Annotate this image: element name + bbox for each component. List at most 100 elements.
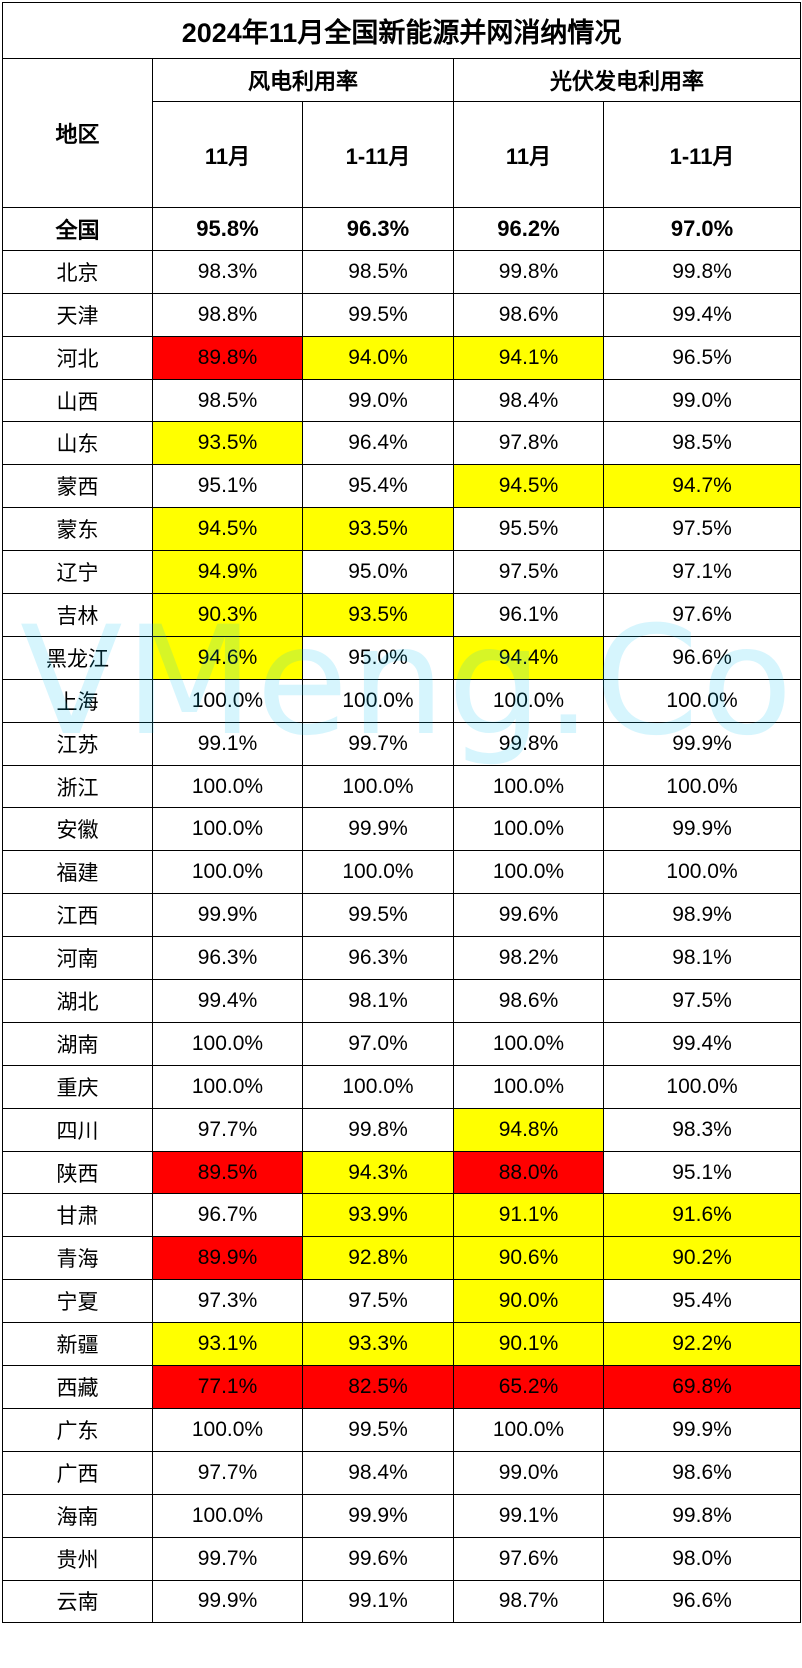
value-cell-solar-ytd: 98.6%	[602, 1450, 802, 1495]
value-cell-wind-nov: 99.9%	[152, 893, 303, 938]
value-cell-wind-nov: 99.4%	[152, 979, 303, 1023]
value-cell-solar-ytd: 98.0%	[602, 1536, 802, 1581]
value-cell-wind-nov: 94.6%	[152, 635, 303, 680]
value-cell-wind-ytd: 98.4%	[302, 1450, 454, 1495]
value-cell-wind-nov: 100.0%	[152, 1064, 303, 1109]
value-cell-solar-ytd: 99.4%	[602, 292, 802, 337]
value-cell-solar-nov: 90.0%	[453, 1279, 604, 1324]
table-row: 重庆 100.0% 100.0% 100.0% 100.0%	[2, 1064, 802, 1109]
value-cell-wind-nov: 100.0%	[152, 764, 303, 809]
value-cell-wind-nov: 93.5%	[152, 421, 303, 466]
table-row: 安徽 100.0% 99.9% 100.0% 99.9%	[2, 807, 802, 852]
value-cell-solar-nov: 96.2%	[453, 207, 604, 251]
value-cell-wind-ytd: 100.0%	[302, 850, 454, 895]
value-cell-solar-ytd: 100.0%	[602, 764, 802, 809]
table-row: 蒙东 94.5% 93.5% 95.5% 97.5%	[2, 507, 802, 552]
value-cell-wind-nov: 90.3%	[152, 593, 303, 637]
value-cell-wind-ytd: 99.7%	[302, 721, 454, 766]
table-row: 湖南 100.0% 97.0% 100.0% 99.4%	[2, 1021, 802, 1066]
value-cell-wind-ytd: 99.9%	[302, 807, 454, 852]
header-solar: 光伏发电利用率	[452, 58, 802, 102]
value-cell-solar-ytd: 96.5%	[602, 335, 802, 380]
value-cell-wind-ytd: 99.9%	[302, 1493, 454, 1538]
region-cell: 广西	[2, 1450, 153, 1495]
region-cell: 海南	[2, 1493, 153, 1538]
value-cell-wind-ytd: 97.0%	[302, 1021, 454, 1066]
value-cell-solar-ytd: 91.6%	[602, 1193, 802, 1238]
value-cell-solar-nov: 94.5%	[453, 464, 604, 509]
value-cell-wind-nov: 100.0%	[152, 678, 303, 723]
table-row: 甘肃 96.7% 93.9% 91.1% 91.6%	[2, 1193, 802, 1238]
value-cell-wind-nov: 99.7%	[152, 1536, 303, 1581]
value-cell-wind-nov: 97.3%	[152, 1279, 303, 1324]
value-cell-solar-ytd: 100.0%	[602, 1064, 802, 1109]
region-cell: 宁夏	[2, 1279, 153, 1324]
region-cell: 江西	[2, 893, 153, 938]
region-cell: 陕西	[2, 1150, 153, 1195]
value-cell-wind-ytd: 93.5%	[302, 593, 454, 637]
value-cell-solar-ytd: 99.4%	[602, 1021, 802, 1066]
value-cell-wind-ytd: 99.5%	[302, 1407, 454, 1452]
value-cell-solar-ytd: 92.2%	[602, 1322, 802, 1367]
value-cell-solar-nov: 98.6%	[453, 979, 604, 1023]
header-wind-ytd: 1-11月	[302, 101, 454, 208]
region-cell: 江苏	[2, 721, 153, 766]
value-cell-solar-nov: 95.5%	[453, 507, 604, 552]
value-cell-wind-ytd: 100.0%	[302, 678, 454, 723]
value-cell-solar-ytd: 99.9%	[602, 1407, 802, 1452]
value-cell-wind-ytd: 99.8%	[302, 1107, 454, 1152]
value-cell-wind-ytd: 99.1%	[302, 1579, 454, 1624]
value-cell-solar-nov: 98.7%	[453, 1579, 604, 1624]
value-cell-solar-nov: 90.1%	[453, 1322, 604, 1367]
value-cell-solar-ytd: 98.3%	[602, 1107, 802, 1152]
region-cell: 云南	[2, 1579, 153, 1624]
region-cell: 湖南	[2, 1021, 153, 1066]
value-cell-solar-nov: 97.8%	[453, 421, 604, 466]
table-row: 上海 100.0% 100.0% 100.0% 100.0%	[2, 678, 802, 723]
value-cell-solar-ytd: 90.2%	[602, 1236, 802, 1281]
region-cell: 福建	[2, 850, 153, 895]
value-cell-wind-ytd: 93.5%	[302, 507, 454, 552]
table-row: 河南 96.3% 96.3% 98.2% 98.1%	[2, 936, 802, 981]
value-cell-wind-ytd: 98.1%	[302, 979, 454, 1023]
value-cell-solar-ytd: 97.5%	[602, 979, 802, 1023]
value-cell-wind-ytd: 93.3%	[302, 1322, 454, 1367]
consumption-table: 2024年11月全国新能源并网消纳情况 地区 风电利用率 光伏发电利用率 11月…	[1, 2, 802, 1624]
region-cell: 山西	[2, 378, 153, 423]
value-cell-wind-ytd: 93.9%	[302, 1193, 454, 1238]
value-cell-wind-ytd: 82.5%	[302, 1365, 454, 1409]
value-cell-solar-nov: 99.0%	[453, 1450, 604, 1495]
table-row: 蒙西 95.1% 95.4% 94.5% 94.7%	[2, 464, 802, 509]
value-cell-solar-nov: 100.0%	[453, 1064, 604, 1109]
table-row: 山西 98.5% 99.0% 98.4% 99.0%	[2, 378, 802, 423]
value-cell-wind-ytd: 96.3%	[302, 936, 454, 981]
value-cell-solar-ytd: 100.0%	[602, 678, 802, 723]
region-cell: 新疆	[2, 1322, 153, 1367]
value-cell-wind-ytd: 92.8%	[302, 1236, 454, 1281]
value-cell-wind-ytd: 100.0%	[302, 764, 454, 809]
region-cell: 蒙东	[2, 507, 153, 552]
table-row: 广西 97.7% 98.4% 99.0% 98.6%	[2, 1450, 802, 1495]
value-cell-solar-ytd: 94.7%	[602, 464, 802, 509]
value-cell-wind-nov: 100.0%	[152, 807, 303, 852]
value-cell-solar-ytd: 98.9%	[602, 893, 802, 938]
value-cell-solar-nov: 100.0%	[453, 850, 604, 895]
region-cell: 北京	[2, 249, 153, 294]
value-cell-wind-nov: 100.0%	[152, 1021, 303, 1066]
value-cell-wind-nov: 89.9%	[152, 1236, 303, 1281]
table-row: 广东 100.0% 99.5% 100.0% 99.9%	[2, 1407, 802, 1452]
value-cell-wind-nov: 99.1%	[152, 721, 303, 766]
region-cell: 浙江	[2, 764, 153, 809]
value-cell-solar-nov: 100.0%	[453, 1021, 604, 1066]
value-cell-wind-nov: 93.1%	[152, 1322, 303, 1367]
value-cell-solar-nov: 94.8%	[453, 1107, 604, 1152]
value-cell-solar-nov: 90.6%	[453, 1236, 604, 1281]
value-cell-wind-ytd: 99.6%	[302, 1536, 454, 1581]
header-wind: 风电利用率	[152, 58, 454, 102]
table-row: 海南 100.0% 99.9% 99.1% 99.8%	[2, 1493, 802, 1538]
region-cell: 全国	[2, 207, 153, 251]
value-cell-wind-ytd: 95.4%	[302, 464, 454, 509]
region-cell: 贵州	[2, 1536, 153, 1581]
table-row: 四川 97.7% 99.8% 94.8% 98.3%	[2, 1107, 802, 1152]
